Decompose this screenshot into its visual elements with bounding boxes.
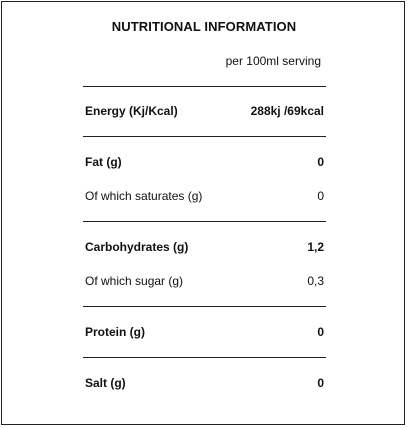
- nutrient-row-saturates: Of which saturates (g) 0: [85, 188, 324, 204]
- label-title: NUTRITIONAL INFORMATION: [111, 19, 297, 34]
- divider: [83, 357, 326, 358]
- nutrient-value: 1,2: [307, 240, 324, 254]
- nutrient-value: 0: [317, 189, 324, 203]
- nutrient-row-carbohydrates: Carbohydrates (g) 1,2: [85, 239, 324, 255]
- nutrient-name: Protein (g): [85, 325, 145, 339]
- nutrient-value: 288kj /69kcal: [250, 104, 324, 118]
- nutrient-value: 0: [317, 325, 324, 339]
- divider: [83, 306, 326, 307]
- serving-size: per 100ml serving: [225, 54, 321, 68]
- nutrient-row-salt: Salt (g) 0: [85, 375, 324, 391]
- nutrient-name: Of which saturates (g): [85, 189, 203, 203]
- nutrient-row-protein: Protein (g) 0: [85, 324, 324, 340]
- nutrient-name: Of which sugar (g): [85, 274, 184, 288]
- nutrient-name: Salt (g): [85, 376, 126, 390]
- nutrient-row-fat: Fat (g) 0: [85, 154, 324, 170]
- divider: [83, 221, 326, 222]
- nutrient-row-sugar: Of which sugar (g) 0,3: [85, 273, 324, 289]
- divider: [83, 86, 326, 87]
- nutrition-label: NUTRITIONAL INFORMATION per 100ml servin…: [1, 1, 405, 425]
- divider: [83, 136, 326, 137]
- nutrient-value: 0: [317, 376, 324, 390]
- nutrient-name: Carbohydrates (g): [85, 240, 189, 254]
- nutrient-value: 0,3: [307, 274, 324, 288]
- nutrient-value: 0: [317, 155, 324, 169]
- nutrient-name: Energy (Kj/Kcal): [85, 104, 178, 118]
- nutrient-row-energy: Energy (Kj/Kcal) 288kj /69kcal: [85, 103, 324, 119]
- nutrient-name: Fat (g): [85, 155, 122, 169]
